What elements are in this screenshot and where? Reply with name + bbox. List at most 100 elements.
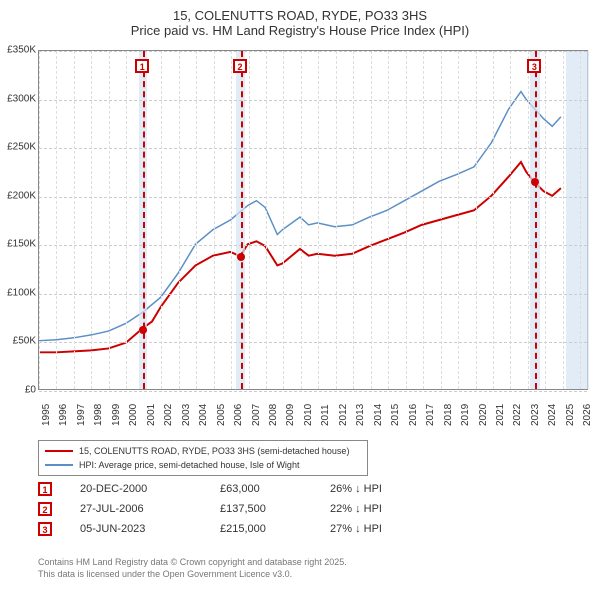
sales-row-date: 20-DEC-2000	[80, 483, 220, 495]
legend-swatch	[45, 464, 73, 466]
y-tick-label: £150K	[7, 239, 36, 250]
legend-box: 15, COLENUTTS ROAD, RYDE, PO33 3HS (semi…	[38, 440, 368, 476]
grid-line-vertical	[196, 51, 197, 389]
x-tick-label: 2006	[233, 404, 244, 426]
x-tick-label: 2013	[355, 404, 366, 426]
sales-row-date: 27-JUL-2006	[80, 503, 220, 515]
x-tick-label: 2008	[268, 404, 279, 426]
x-tick-label: 2017	[425, 404, 436, 426]
y-tick-label: £300K	[7, 93, 36, 104]
x-tick-label: 2007	[251, 404, 262, 426]
grid-line-horizontal	[39, 342, 587, 343]
grid-line-vertical	[493, 51, 494, 389]
x-tick-label: 1995	[41, 404, 52, 426]
grid-line-vertical	[510, 51, 511, 389]
legend-label: HPI: Average price, semi-detached house,…	[79, 458, 299, 472]
x-tick-label: 2015	[390, 404, 401, 426]
sale-marker-box: 3	[527, 59, 541, 73]
y-tick-label: £200K	[7, 190, 36, 201]
grid-line-vertical	[214, 51, 215, 389]
sale-marker-line	[535, 51, 537, 389]
chart-lines-svg	[39, 51, 587, 389]
grid-line-vertical	[126, 51, 127, 389]
grid-line-vertical	[39, 51, 40, 389]
grid-line-vertical	[563, 51, 564, 389]
grid-line-vertical	[423, 51, 424, 389]
x-tick-label: 2016	[408, 404, 419, 426]
sales-row-delta: 26% ↓ HPI	[330, 483, 440, 495]
grid-line-vertical	[545, 51, 546, 389]
x-tick-label: 1996	[58, 404, 69, 426]
x-tick-label: 2024	[547, 404, 558, 426]
legend-swatch	[45, 450, 73, 452]
sales-row-delta: 27% ↓ HPI	[330, 523, 440, 535]
grid-line-horizontal	[39, 245, 587, 246]
footer-line-1: Contains HM Land Registry data © Crown c…	[38, 556, 588, 568]
legend-item: 15, COLENUTTS ROAD, RYDE, PO33 3HS (semi…	[45, 444, 361, 458]
grid-line-vertical	[283, 51, 284, 389]
x-tick-label: 2021	[495, 404, 506, 426]
x-tick-label: 1997	[76, 404, 87, 426]
grid-line-vertical	[231, 51, 232, 389]
grid-line-vertical	[476, 51, 477, 389]
footer-line-2: This data is licensed under the Open Gov…	[38, 568, 588, 580]
sale-point-marker	[531, 178, 539, 186]
sales-row-marker-box: 1	[38, 482, 52, 496]
grid-line-vertical	[318, 51, 319, 389]
y-tick-label: £250K	[7, 142, 36, 153]
x-tick-label: 2025	[565, 404, 576, 426]
grid-line-horizontal	[39, 51, 587, 52]
sales-table-row: 227-JUL-2006£137,50022% ↓ HPI	[38, 502, 588, 516]
x-tick-label: 2010	[303, 404, 314, 426]
grid-line-vertical	[336, 51, 337, 389]
x-tick-label: 2009	[285, 404, 296, 426]
sales-row-marker-box: 3	[38, 522, 52, 536]
y-tick-label: £50K	[13, 336, 36, 347]
grid-line-vertical	[266, 51, 267, 389]
legend-item: HPI: Average price, semi-detached house,…	[45, 458, 361, 472]
y-tick-label: £350K	[7, 45, 36, 56]
sale-marker-line	[143, 51, 145, 389]
grid-line-horizontal	[39, 100, 587, 101]
x-tick-label: 2011	[320, 404, 331, 426]
sale-marker-line	[241, 51, 243, 389]
grid-line-horizontal	[39, 197, 587, 198]
grid-line-vertical	[301, 51, 302, 389]
grid-line-horizontal	[39, 294, 587, 295]
x-tick-label: 2001	[146, 404, 157, 426]
sale-point-marker	[139, 326, 147, 334]
title-line-1: 15, COLENUTTS ROAD, RYDE, PO33 3HS	[0, 8, 600, 23]
grid-line-vertical	[580, 51, 581, 389]
x-tick-label: 2004	[198, 404, 209, 426]
sales-row-date: 05-JUN-2023	[80, 523, 220, 535]
sales-row-marker-box: 2	[38, 502, 52, 516]
sales-row-price: £63,000	[220, 483, 330, 495]
grid-line-vertical	[249, 51, 250, 389]
sales-table-row: 305-JUN-2023£215,00027% ↓ HPI	[38, 522, 588, 536]
x-tick-label: 2019	[460, 404, 471, 426]
legend-label: 15, COLENUTTS ROAD, RYDE, PO33 3HS (semi…	[79, 444, 349, 458]
x-tick-label: 1999	[111, 404, 122, 426]
x-tick-label: 2026	[582, 404, 593, 426]
grid-line-vertical	[91, 51, 92, 389]
grid-line-vertical	[371, 51, 372, 389]
grid-line-vertical	[161, 51, 162, 389]
title-block: 15, COLENUTTS ROAD, RYDE, PO33 3HS Price…	[0, 0, 600, 42]
sale-point-marker	[237, 253, 245, 261]
grid-line-vertical	[528, 51, 529, 389]
x-tick-label: 2018	[443, 404, 454, 426]
title-line-2: Price paid vs. HM Land Registry's House …	[0, 23, 600, 38]
grid-line-vertical	[179, 51, 180, 389]
sales-row-price: £137,500	[220, 503, 330, 515]
grid-line-vertical	[74, 51, 75, 389]
x-tick-label: 1998	[93, 404, 104, 426]
x-axis-labels: 1995199619971998199920002001200220032004…	[38, 392, 588, 442]
grid-line-vertical	[56, 51, 57, 389]
y-axis-labels: £0£50K£100K£150K£200K£250K£300K£350K	[0, 50, 38, 390]
grid-line-vertical	[353, 51, 354, 389]
grid-line-horizontal	[39, 148, 587, 149]
chart-container: 15, COLENUTTS ROAD, RYDE, PO33 3HS Price…	[0, 0, 600, 590]
footer-attribution: Contains HM Land Registry data © Crown c…	[38, 556, 588, 580]
x-tick-label: 2003	[181, 404, 192, 426]
y-tick-label: £100K	[7, 287, 36, 298]
